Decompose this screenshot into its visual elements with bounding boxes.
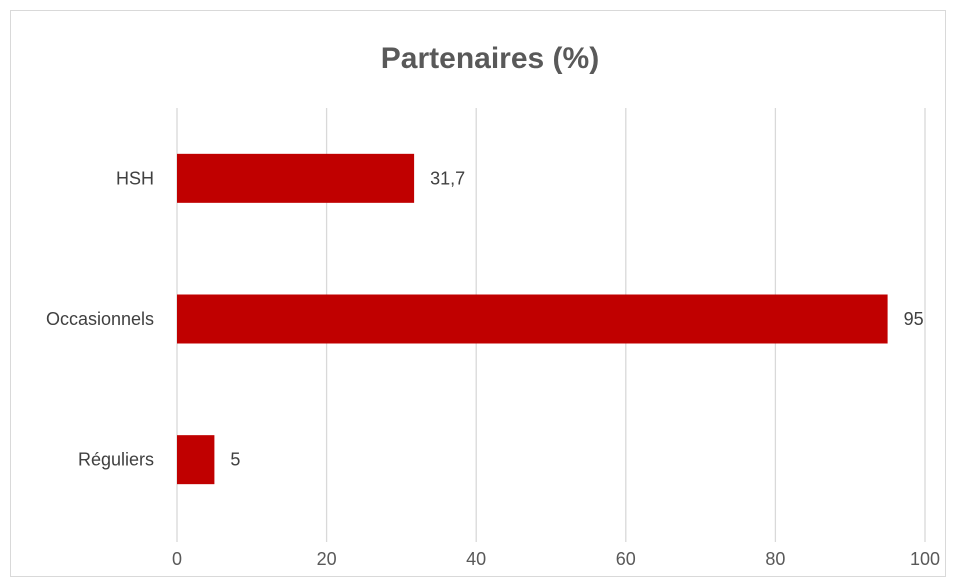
data-labels: 31,7 95 5 — [230, 168, 923, 469]
x-tick-label: 0 — [172, 549, 182, 569]
chart-frame — [10, 10, 946, 577]
bars — [177, 153, 888, 485]
x-tick-label: 60 — [616, 549, 636, 569]
bar — [177, 435, 215, 485]
bar — [177, 294, 888, 344]
category-label: Réguliers — [78, 450, 154, 470]
bar — [177, 153, 415, 203]
category-labels: HSH Occasionnels Réguliers — [46, 168, 154, 469]
data-label: 31,7 — [430, 168, 465, 188]
x-tick-label: 80 — [765, 549, 785, 569]
x-tick-label: 100 — [910, 549, 940, 569]
data-label: 95 — [904, 309, 924, 329]
chart-title: Partenaires (%) — [381, 42, 599, 75]
x-tick-label: 20 — [317, 549, 337, 569]
category-label: HSH — [116, 168, 154, 188]
category-label: Occasionnels — [46, 309, 154, 329]
data-label: 5 — [230, 450, 240, 470]
x-axis-ticks: 0 20 40 60 80 100 — [172, 549, 940, 569]
x-tick-label: 40 — [466, 549, 486, 569]
